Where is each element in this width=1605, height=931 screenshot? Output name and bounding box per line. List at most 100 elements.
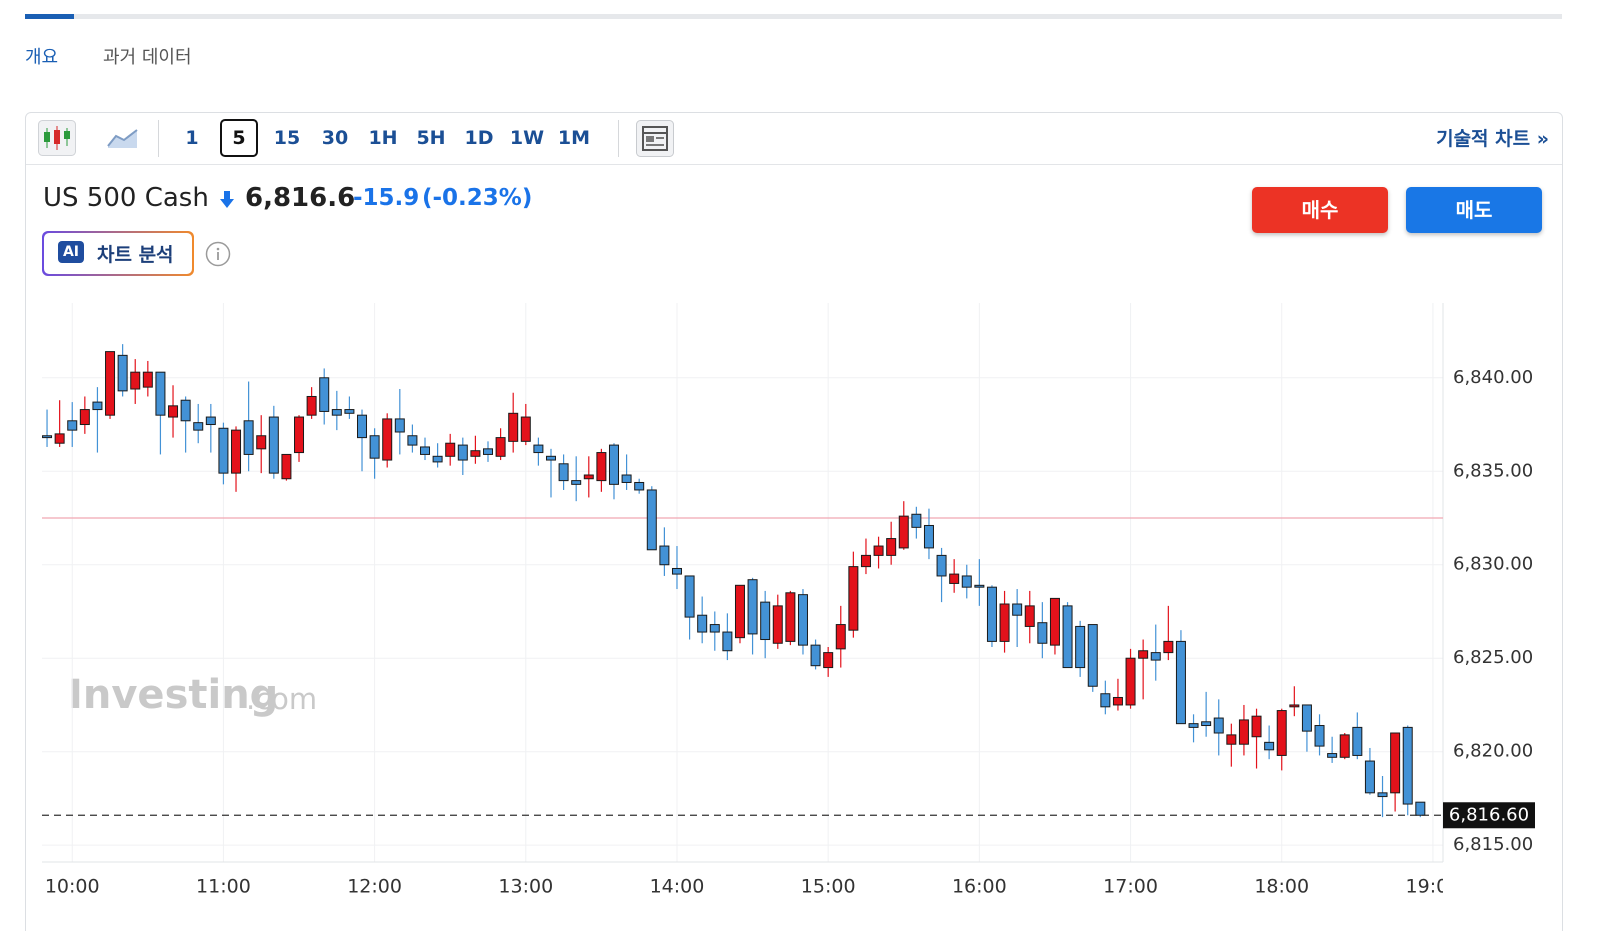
ai-button[interactable]: AI 차트 분석 <box>42 231 194 276</box>
candle-body <box>1402 726 1413 805</box>
candle-body <box>886 538 897 556</box>
candle-body <box>520 416 531 442</box>
candle-body <box>168 405 179 418</box>
candle-body <box>860 554 871 568</box>
interval-button[interactable]: 1 <box>185 127 199 149</box>
area-chart-icon[interactable] <box>106 124 140 152</box>
candle-body <box>684 575 695 618</box>
interval-button[interactable]: 1W <box>509 127 545 149</box>
x-tick-label: 16:00 <box>952 876 1007 898</box>
candle-body <box>1188 723 1199 728</box>
candle-body <box>306 395 317 416</box>
toolbar-divider <box>26 164 1562 165</box>
candle-body <box>1251 715 1262 738</box>
candle-body <box>92 401 103 411</box>
buy-button[interactable]: 매수 <box>1252 187 1388 233</box>
chart-panel <box>25 112 1563 931</box>
interval-button[interactable]: 5H <box>416 127 446 149</box>
candle-body <box>155 371 166 416</box>
sell-button[interactable]: 매도 <box>1406 187 1542 233</box>
candle-body <box>1049 597 1060 646</box>
candle-body <box>193 422 204 431</box>
tab[interactable]: 개요 <box>25 47 59 68</box>
candle-body <box>1276 710 1287 756</box>
candle-body <box>331 409 342 416</box>
candle-body <box>923 524 934 549</box>
candle-body <box>709 624 720 633</box>
candle-body <box>999 603 1010 642</box>
tab[interactable]: 과거 데이터 <box>103 47 192 68</box>
candle-body <box>797 594 808 646</box>
candle-body <box>1100 693 1111 708</box>
last-price-box <box>1443 802 1535 829</box>
candle-body <box>344 409 355 414</box>
candle-body <box>936 554 947 577</box>
candle-body <box>281 453 292 480</box>
y-tick-label: 6,820.00 <box>1453 741 1533 762</box>
ai-badge: AI <box>58 241 84 263</box>
x-tick-label: 12:00 <box>347 876 402 898</box>
candle-body <box>1289 704 1300 708</box>
x-tick-label: 18:00 <box>1254 876 1309 898</box>
candle-body <box>646 489 657 551</box>
y-tick-label: 6,830.00 <box>1453 554 1533 575</box>
candle-body <box>898 515 909 549</box>
candle-body <box>621 474 632 483</box>
candle-body <box>772 605 783 644</box>
candle-body <box>848 566 859 631</box>
candle-body <box>986 586 997 642</box>
candle-body <box>231 429 242 474</box>
grid <box>42 303 1443 862</box>
interval-button[interactable]: 1D <box>464 127 494 149</box>
candle-body <box>1138 650 1149 659</box>
y-tick-label: 6,840.00 <box>1453 367 1533 388</box>
candle-body <box>558 463 569 482</box>
candle-body <box>268 416 279 474</box>
candle-body <box>1213 717 1224 734</box>
layout-icon[interactable] <box>636 120 674 157</box>
candle-body <box>1163 640 1174 654</box>
candle-body <box>1339 734 1350 758</box>
down-arrow <box>220 191 234 208</box>
candle-body <box>256 435 267 450</box>
toolbar-separator <box>618 120 619 157</box>
interval-button[interactable]: 1M <box>557 127 591 149</box>
x-tick-label: 13:00 <box>498 876 553 898</box>
candle-body <box>218 427 229 474</box>
candle-body <box>79 409 90 426</box>
candle-body <box>1238 719 1249 745</box>
candle-body <box>1364 760 1375 794</box>
candle-body <box>722 631 733 652</box>
last-price-label: 6,816.60 <box>1449 804 1529 825</box>
change-percent: (-0.23%) <box>422 185 533 211</box>
candle-body <box>747 579 758 635</box>
y-tick-label: 6,835.00 <box>1453 460 1533 481</box>
candle-body <box>142 371 153 388</box>
candle-body <box>495 437 506 457</box>
interval-button[interactable]: 15 <box>273 127 301 149</box>
candle-chart-icon[interactable] <box>38 120 76 156</box>
candle-body <box>394 418 405 433</box>
candle-body <box>1175 640 1186 725</box>
candle-body <box>961 575 972 588</box>
candle-body <box>294 416 305 454</box>
candle-body <box>1264 741 1275 751</box>
candle-body <box>1024 605 1035 627</box>
candle-body <box>1201 721 1212 727</box>
interval-button[interactable]: 30 <box>321 127 349 149</box>
candle-body <box>382 418 393 461</box>
candle-body <box>457 444 468 461</box>
candle-body <box>1377 792 1388 798</box>
x-tick-label: 11:00 <box>196 876 251 898</box>
tab-indicator <box>25 14 74 19</box>
price: 6,816.6 <box>245 183 356 213</box>
candle-body <box>243 420 254 455</box>
candle-body <box>974 584 985 588</box>
candle-body <box>533 444 544 454</box>
technical-chart-link[interactable]: 기술적 차트 » <box>1436 128 1549 150</box>
candle-body <box>1075 625 1086 669</box>
interval-button[interactable]: 5 <box>220 119 258 157</box>
info-icon[interactable] <box>205 241 231 267</box>
interval-button[interactable]: 1H <box>368 127 398 149</box>
